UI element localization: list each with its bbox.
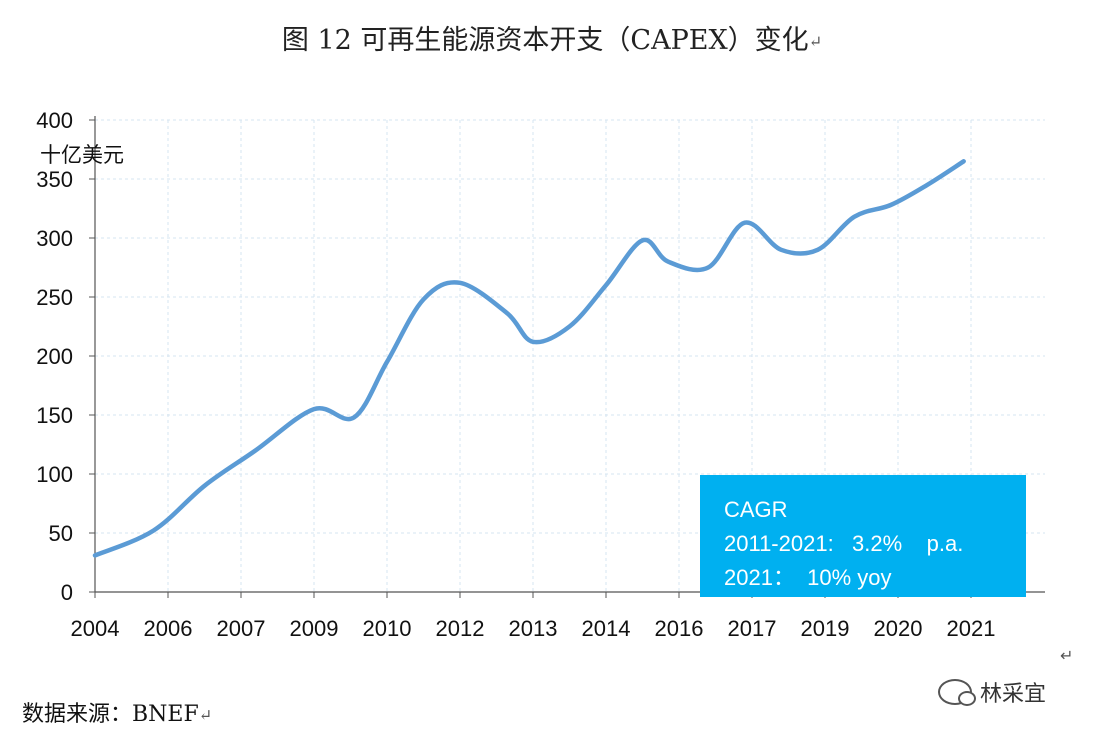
- data-point: [385, 360, 389, 364]
- data-point: [568, 325, 572, 329]
- y-axis-unit-label: 十亿美元: [40, 143, 124, 167]
- data-point: [506, 312, 510, 316]
- y-tick-label: 300: [36, 226, 73, 251]
- x-tick-label: 2019: [801, 616, 850, 641]
- x-tick-label: 2017: [728, 616, 777, 641]
- cagr-line-2021: 2021： 10% yoy: [724, 565, 892, 590]
- y-tick-label: 400: [36, 108, 73, 133]
- data-point: [93, 553, 97, 557]
- x-tick-label: 2010: [363, 616, 412, 641]
- cagr-line-2011-2021: 2011-2021: 3.2% p.a.: [724, 531, 964, 556]
- data-point: [254, 448, 258, 452]
- data-point: [889, 203, 893, 207]
- data-point: [531, 340, 535, 344]
- x-tick-label: 2009: [290, 616, 339, 641]
- chat-bubbles-icon: [938, 679, 976, 706]
- data-point: [641, 238, 645, 242]
- data-point: [816, 248, 820, 252]
- y-tick-label: 250: [36, 285, 73, 310]
- y-tick-label: 150: [36, 403, 73, 428]
- cagr-heading: CAGR: [724, 497, 788, 522]
- data-point: [925, 183, 929, 187]
- return-mark-icon: ↵: [808, 32, 823, 51]
- y-tick-label: 200: [36, 344, 73, 369]
- x-tick-label: 2021: [947, 616, 996, 641]
- data-point: [312, 407, 316, 411]
- data-point: [458, 281, 462, 285]
- watermark-text: 林采宜: [980, 682, 1047, 707]
- data-point: [706, 266, 710, 270]
- x-tick-label: 2012: [436, 616, 485, 641]
- return-mark-icon: ↵: [1060, 646, 1074, 665]
- cagr-annotation-box: CAGR 2011-2021: 3.2% p.a. 2021： 10% yoy: [700, 475, 1026, 597]
- x-tick-label: 2020: [874, 616, 923, 641]
- data-point: [779, 248, 783, 252]
- series-layer: [92, 159, 966, 558]
- x-tick-label: 2013: [509, 616, 558, 641]
- y-tick-label: 0: [61, 580, 73, 605]
- data-point: [852, 215, 856, 219]
- y-tick-label: 50: [49, 521, 73, 546]
- y-tick-label: 350: [36, 167, 73, 192]
- data-point: [962, 159, 966, 163]
- x-tick-label: 2004: [71, 616, 120, 641]
- source-note: 数据来源：BNEF↵: [22, 702, 213, 727]
- x-tick-label: 2007: [217, 616, 266, 641]
- x-tick-label: 2016: [655, 616, 704, 641]
- chart-title: 图 12 可再生能源资本开支（CAPEX）变化↵: [281, 25, 823, 56]
- watermark: 林采宜: [938, 676, 1046, 708]
- data-point: [352, 415, 356, 419]
- x-tick-label: 2014: [582, 616, 631, 641]
- y-tick-label: 100: [36, 462, 73, 487]
- data-point: [422, 297, 426, 301]
- data-point: [151, 529, 155, 533]
- x-tick-label: 2006: [144, 616, 193, 641]
- data-point: [666, 260, 670, 264]
- tick-labels: 0 50 100 150 200 250 300 350 400 2004 2006 2007 2009…: [36, 108, 995, 641]
- data-point: [604, 283, 608, 287]
- series-line: [92, 159, 966, 558]
- data-point: [743, 221, 747, 225]
- data-point: [203, 484, 207, 488]
- return-mark-icon: ↵: [198, 705, 213, 725]
